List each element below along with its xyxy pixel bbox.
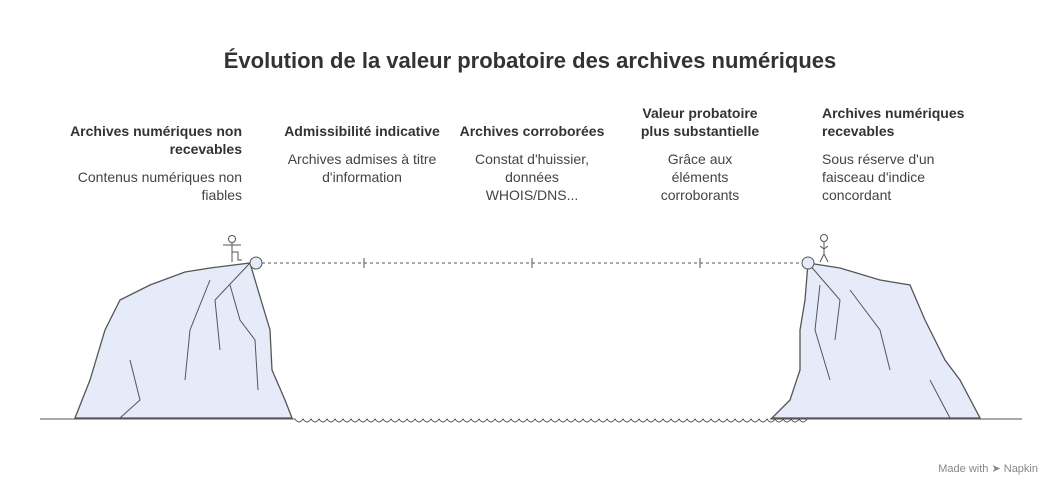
step-description: Constat d'huissier, données WHOIS/DNS... xyxy=(475,151,589,203)
right-cliff xyxy=(770,262,982,419)
step-description: Archives admises à titre d'information xyxy=(287,151,437,185)
water-waves xyxy=(294,418,808,423)
made-with-text: Made with xyxy=(938,463,989,475)
step-description: Grâce aux éléments corroborants xyxy=(660,151,740,203)
step-4: Valeur probatoire plus substantielle Grâ… xyxy=(630,104,770,204)
start-node xyxy=(249,256,263,270)
step-3: Archives corroborées Constat d'huissier,… xyxy=(452,122,612,204)
step-description: Contenus numériques non fiables xyxy=(77,169,242,203)
napkin-logo-icon: ➤ xyxy=(991,463,1001,475)
step-description: Sous réserve d'un faisceau d'indice conc… xyxy=(822,151,935,203)
step-heading: Archives numériques non recevables xyxy=(70,123,242,157)
person-right-icon xyxy=(820,234,828,242)
left-cliff xyxy=(74,262,293,419)
step-heading: Archives corroborées xyxy=(459,123,605,139)
diagram-title: Évolution de la valeur probatoire des ar… xyxy=(223,48,837,73)
brand-text: Napkin xyxy=(1003,463,1038,475)
end-node xyxy=(801,256,815,270)
step-heading: Archives numériques recevables xyxy=(822,105,965,139)
step-heading: Admissibilité indicative xyxy=(284,123,440,139)
person-left-icon xyxy=(228,235,236,243)
step-5: Archives numériques recevables Sous rése… xyxy=(822,104,972,204)
step-2: Admissibilité indicative Archives admise… xyxy=(282,122,442,186)
step-heading: Valeur probatoire plus substantielle xyxy=(640,105,760,139)
step-1: Archives numériques non recevables Conte… xyxy=(60,122,242,204)
napkin-watermark: Made with ➤ Napkin xyxy=(938,462,1038,475)
